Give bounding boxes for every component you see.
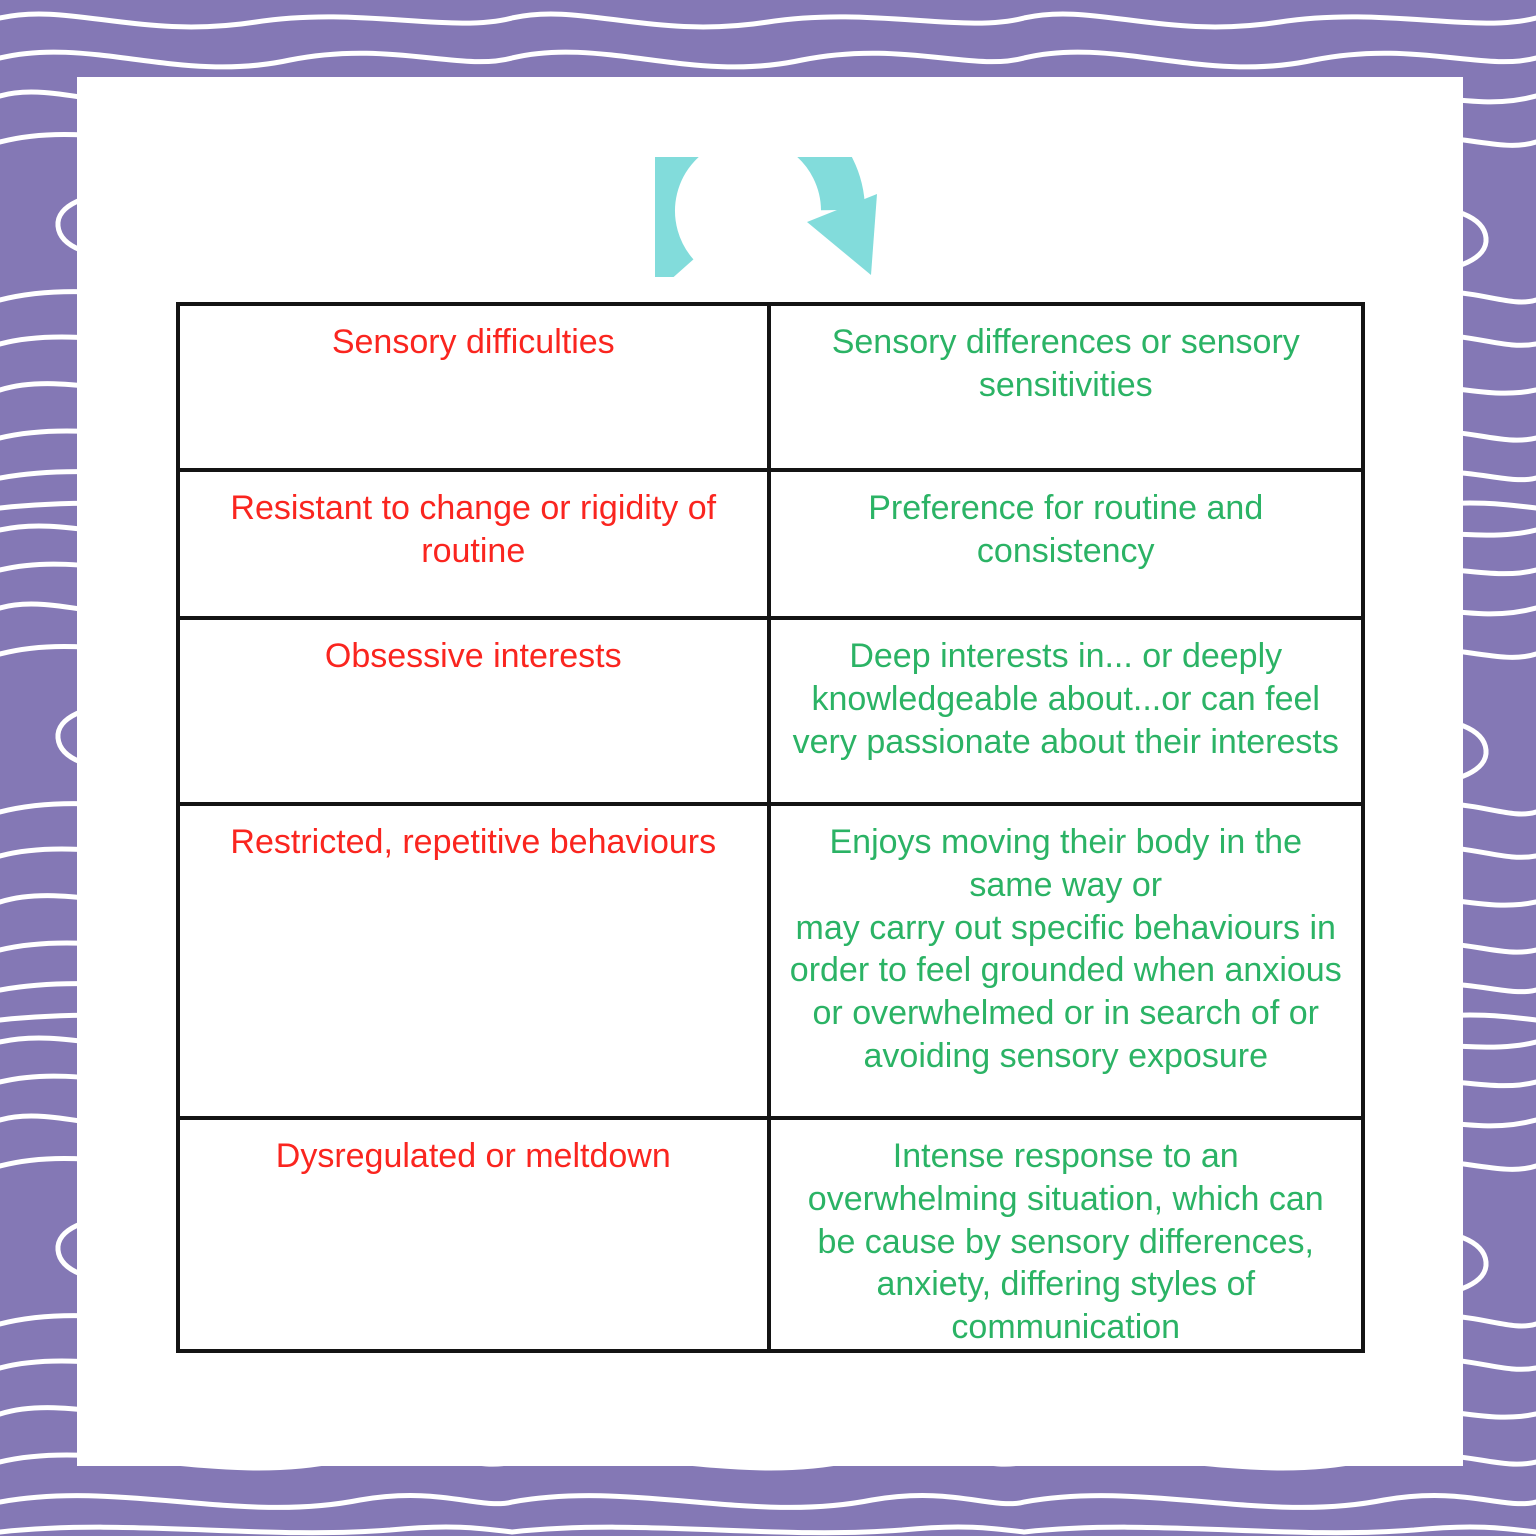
table-row: Obsessive interests Deep interests in... … xyxy=(180,620,1361,806)
table-cell-old-term: Dysregulated or meltdown xyxy=(180,1119,771,1349)
table-row: Restricted, repetitive behaviours Enjoys … xyxy=(180,805,1361,1120)
table-cell-affirming-term: Deep interests in... or deeply knowledge… xyxy=(792,637,1339,761)
content-card: Sensory difficulties Sensory differences … xyxy=(77,77,1463,1466)
table-cell-affirming-term: Enjoys moving their body in the same way… xyxy=(789,822,1342,1075)
table-cell-old-term: Resistant to change or rigidity of routi… xyxy=(180,471,771,617)
comparison-table: Sensory difficulties Sensory differences … xyxy=(176,302,1365,1353)
table-cell-old-term: Sensory difficulties xyxy=(180,306,771,468)
table-row: Sensory difficulties Sensory differences … xyxy=(180,306,1361,472)
table-cell-old-term: Restricted, repetitive behaviours xyxy=(180,805,771,1116)
table-row: Resistant to change or rigidity of routi… xyxy=(180,471,1361,621)
curved-arrow-icon xyxy=(631,93,897,289)
table-cell-affirming-term: Intense response to an overwhelming situ… xyxy=(807,1136,1324,1347)
table-row: Dysregulated or meltdown Intense response… xyxy=(180,1119,1361,1349)
table-cell-old-term: Obsessive interests xyxy=(180,620,771,802)
table-cell-affirming-term: Preference for routine and consistency xyxy=(868,488,1264,570)
table-cell-affirming-term: Sensory differences or sensory sensitivi… xyxy=(831,323,1300,404)
